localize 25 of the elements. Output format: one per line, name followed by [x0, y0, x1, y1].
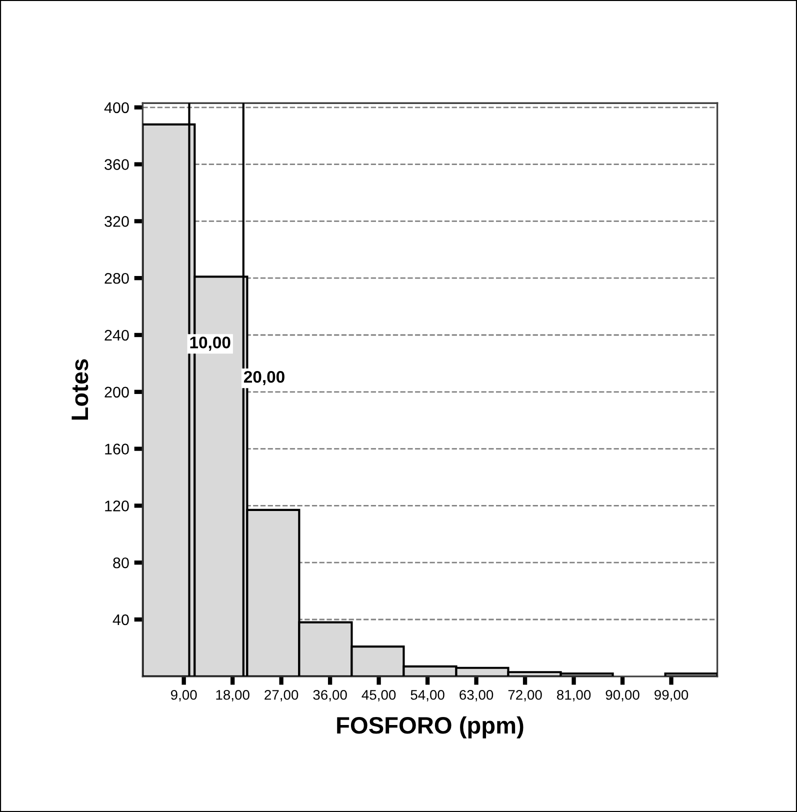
y-tick-label: 240 [104, 330, 129, 341]
y-axis-title: Lotes [72, 359, 88, 420]
y-tick-label: 80 [113, 557, 129, 568]
x-tick-label: 81,00 [557, 690, 591, 702]
y-tick-label: 120 [105, 500, 129, 512]
ref-line-label: 10,00 [190, 336, 230, 351]
x-tick-label: 27,00 [264, 690, 298, 702]
x-tick-label: 90,00 [606, 690, 640, 702]
y-tick-label: 320 [104, 216, 129, 227]
x-axis-title: FOSFORO (ppm) [337, 716, 524, 738]
x-tick-label: 45,00 [362, 690, 396, 702]
x-tick-label: 9,00 [170, 690, 197, 702]
y-tick-label: 160 [105, 444, 129, 454]
y-tick-label: 200 [104, 386, 129, 398]
x-tick-label: 99,00 [654, 690, 688, 702]
y-tick-label: 360 [104, 159, 129, 170]
ref-line-label: 20,00 [244, 370, 284, 386]
y-tick-label: 40 [112, 614, 129, 626]
x-tick-label: 63,00 [460, 690, 494, 702]
x-tick-label: 72,00 [508, 690, 542, 702]
y-tick-label: 280 [104, 272, 129, 284]
x-tick-label: 54,00 [410, 690, 444, 702]
x-tick-label: 18,00 [216, 690, 250, 702]
y-tick-label: 400 [104, 102, 129, 114]
x-tick-label: 36,00 [313, 690, 347, 702]
